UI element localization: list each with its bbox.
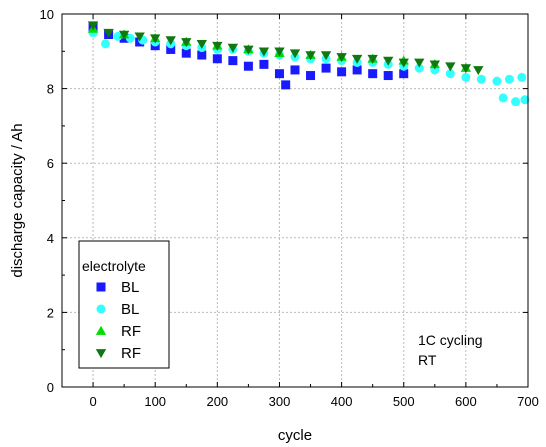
legend-entry: BL bbox=[96, 279, 139, 296]
data-point bbox=[212, 54, 222, 64]
data-point bbox=[305, 51, 316, 61]
data-point bbox=[150, 34, 161, 44]
data-point bbox=[414, 58, 425, 68]
data-point bbox=[166, 44, 176, 54]
data-point bbox=[281, 80, 291, 90]
data-point bbox=[383, 71, 393, 81]
data-point bbox=[429, 60, 440, 70]
data-point bbox=[414, 63, 424, 73]
data-point bbox=[212, 41, 223, 51]
data-point bbox=[461, 72, 471, 82]
data-point bbox=[367, 54, 378, 64]
x-tick-label: 400 bbox=[331, 394, 353, 409]
y-tick-label: 8 bbox=[47, 82, 54, 97]
x-tick-label: 200 bbox=[206, 394, 228, 409]
data-point bbox=[197, 50, 207, 60]
data-point bbox=[336, 53, 347, 63]
data-point bbox=[492, 76, 502, 86]
data-point bbox=[520, 95, 530, 105]
data-point bbox=[181, 38, 192, 48]
data-point bbox=[113, 31, 123, 41]
data-point bbox=[243, 61, 253, 71]
data-point bbox=[100, 39, 110, 49]
legend-entry: BL bbox=[96, 301, 139, 318]
series-rf-triangle-down bbox=[87, 21, 484, 76]
data-point bbox=[473, 66, 484, 76]
data-point bbox=[476, 74, 486, 84]
data-point bbox=[504, 74, 514, 84]
data-point bbox=[351, 54, 363, 64]
legend-box bbox=[78, 240, 170, 369]
data-point bbox=[87, 21, 99, 31]
data-point bbox=[321, 63, 331, 73]
data-point bbox=[196, 40, 207, 50]
data-point bbox=[274, 47, 285, 57]
y-tick-label: 2 bbox=[47, 305, 54, 320]
data-point bbox=[103, 28, 114, 38]
legend-label: RF bbox=[121, 323, 141, 340]
data-point bbox=[445, 69, 455, 79]
data-point bbox=[243, 45, 254, 55]
data-point bbox=[320, 51, 332, 61]
data-point bbox=[368, 69, 378, 79]
data-point bbox=[511, 97, 521, 107]
data-point bbox=[398, 58, 409, 68]
x-tick-label: 0 bbox=[89, 394, 96, 409]
legend-label: BL bbox=[121, 301, 139, 318]
data-point bbox=[165, 36, 176, 46]
x-tick-label: 100 bbox=[144, 394, 166, 409]
legend-marker bbox=[96, 304, 106, 314]
data-point bbox=[352, 65, 362, 75]
data-point bbox=[337, 67, 347, 77]
legend-entry: RF bbox=[95, 345, 141, 362]
data-series bbox=[87, 21, 530, 107]
x-axis-label: cycle bbox=[278, 427, 312, 444]
data-point bbox=[258, 47, 270, 57]
x-tick-label: 500 bbox=[393, 394, 415, 409]
data-point bbox=[227, 43, 239, 53]
axis-ticks: 0 100 200 300 400 500 600 700 0 2 4 6 8 10 bbox=[40, 7, 539, 409]
annotation-cycling: 1C cycling bbox=[418, 332, 483, 348]
data-point bbox=[460, 64, 472, 74]
x-tick-label: 700 bbox=[517, 394, 539, 409]
data-point bbox=[181, 48, 191, 58]
data-point bbox=[228, 56, 238, 66]
y-tick-label: 10 bbox=[40, 7, 54, 22]
data-point bbox=[259, 59, 269, 69]
legend-title: electrolyte bbox=[82, 258, 146, 274]
legend-label: BL bbox=[121, 279, 139, 296]
legend: electrolyte BL BL RF RF bbox=[78, 240, 170, 369]
data-point bbox=[498, 93, 508, 103]
data-point bbox=[383, 56, 394, 66]
legend-marker bbox=[95, 349, 107, 359]
data-point bbox=[118, 30, 130, 40]
legend-entry: RF bbox=[95, 323, 141, 340]
data-point bbox=[290, 65, 300, 75]
data-point bbox=[517, 72, 527, 82]
x-tick-label: 600 bbox=[455, 394, 477, 409]
data-point bbox=[125, 33, 135, 43]
y-tick-label: 4 bbox=[47, 231, 54, 246]
y-tick-label: 0 bbox=[47, 380, 54, 395]
data-point bbox=[445, 62, 456, 72]
legend-label: RF bbox=[121, 345, 141, 362]
data-point bbox=[134, 32, 145, 42]
x-tick-label: 300 bbox=[269, 394, 291, 409]
data-point bbox=[274, 69, 284, 79]
data-point bbox=[289, 49, 301, 59]
data-point bbox=[306, 71, 316, 81]
legend-marker bbox=[96, 282, 106, 292]
data-point bbox=[399, 69, 409, 79]
y-axis-label: discharge capacity / Ah bbox=[9, 123, 26, 277]
y-tick-label: 6 bbox=[47, 156, 54, 171]
legend-marker bbox=[95, 325, 107, 335]
annotation-temperature: RT bbox=[418, 352, 437, 368]
